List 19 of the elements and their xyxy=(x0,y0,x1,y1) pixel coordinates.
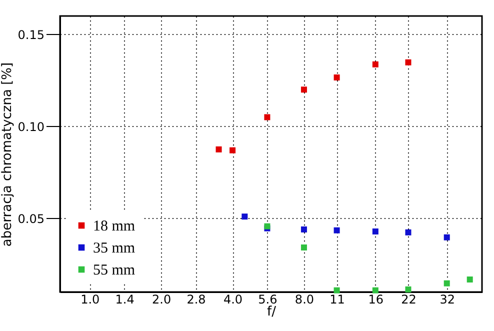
x-tick-label: 5.6 xyxy=(258,292,278,306)
legend-label: 18 mm xyxy=(93,218,136,234)
x-axis-title: f/ xyxy=(267,304,277,320)
x-tick-label: 11 xyxy=(330,292,345,306)
y-tick-label: 0.15 xyxy=(18,28,44,42)
y-tick-label: 0.10 xyxy=(18,120,44,134)
legend-label: 35 mm xyxy=(93,240,136,256)
x-tick-label: 32 xyxy=(440,292,455,306)
x-tick-label: 16 xyxy=(368,292,384,306)
x-tick-label: 4.0 xyxy=(223,292,243,306)
x-tick-label: 1.0 xyxy=(80,292,100,306)
x-tick-label: 8.0 xyxy=(294,292,314,306)
legend-label: 55 mm xyxy=(93,262,136,278)
x-tick-label: 22 xyxy=(401,292,416,306)
x-tick-label: 2.8 xyxy=(186,292,206,306)
x-tick-label: 1.4 xyxy=(115,292,134,306)
y-axis-title: aberracja chromatyczna [%] xyxy=(0,62,15,247)
y-tick-label: 0.05 xyxy=(18,212,44,226)
x-tick-label: 2.0 xyxy=(152,292,172,306)
